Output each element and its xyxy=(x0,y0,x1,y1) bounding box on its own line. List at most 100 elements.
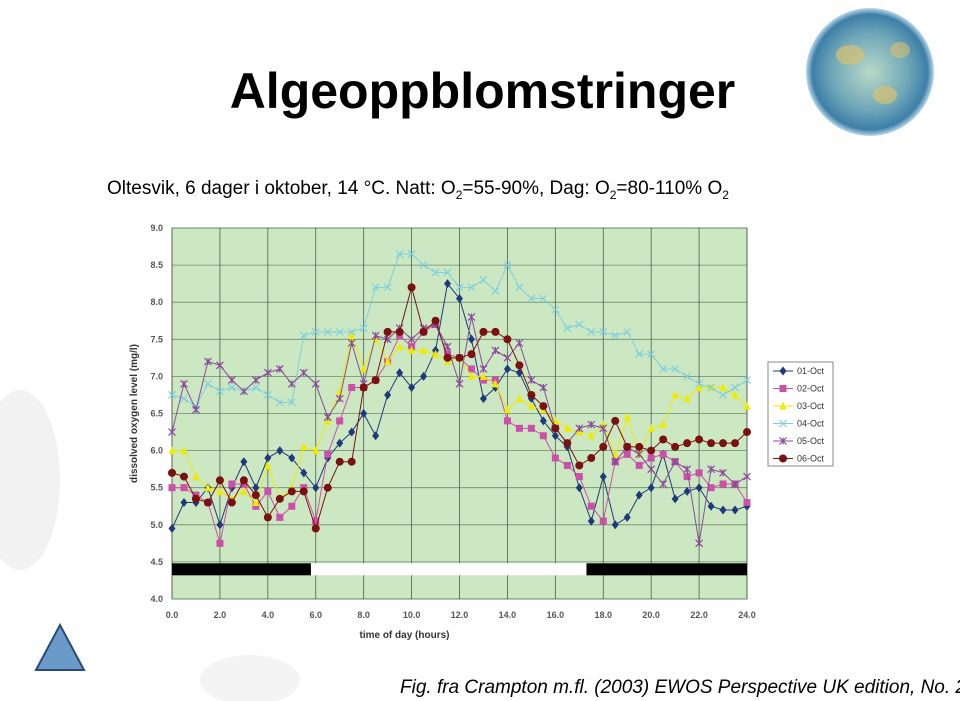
legend-item: 03-Oct xyxy=(773,401,825,411)
marker xyxy=(456,293,463,303)
marker xyxy=(659,435,668,444)
marker xyxy=(647,423,655,432)
x-tick-label: 4.0 xyxy=(262,610,275,620)
period-bar xyxy=(586,563,747,576)
marker xyxy=(275,398,284,407)
marker xyxy=(168,446,176,455)
slide-subtitle: Oltesvik, 6 dager i oktober, 14 °C. Natt… xyxy=(107,178,729,202)
marker xyxy=(299,487,308,496)
marker xyxy=(264,453,272,463)
marker xyxy=(312,517,320,525)
marker xyxy=(743,401,751,410)
marker xyxy=(539,416,547,426)
marker xyxy=(599,424,608,433)
x-tick-label: 16.0 xyxy=(547,610,565,620)
marker xyxy=(252,483,260,493)
marker xyxy=(467,283,476,292)
marker xyxy=(683,372,692,381)
marker xyxy=(263,368,272,377)
marker xyxy=(527,401,535,410)
slide-title: Algeoppblomstringer xyxy=(229,63,736,119)
marker xyxy=(359,324,368,333)
legend-item: 01-Oct xyxy=(773,366,825,376)
marker xyxy=(743,499,751,507)
marker xyxy=(719,391,727,399)
period-bar xyxy=(310,563,587,576)
marker xyxy=(311,379,320,388)
marker xyxy=(731,390,739,399)
marker xyxy=(252,498,260,507)
legend-label: 05-Oct xyxy=(797,436,825,446)
marker xyxy=(383,327,392,336)
marker xyxy=(299,331,308,340)
marker xyxy=(192,405,200,414)
marker xyxy=(467,371,475,380)
marker xyxy=(180,379,188,388)
marker xyxy=(599,327,608,336)
marker xyxy=(443,268,452,277)
marker xyxy=(731,439,740,448)
legend-marker xyxy=(779,437,787,445)
marker xyxy=(623,512,631,522)
x-tick-label: 18.0 xyxy=(594,610,612,620)
marker xyxy=(731,505,739,515)
marker xyxy=(611,520,619,530)
marker xyxy=(275,365,284,373)
marker xyxy=(180,394,188,403)
y-tick-label: 7.0 xyxy=(150,371,163,381)
x-axis-label: time of day (hours) xyxy=(359,630,449,641)
marker xyxy=(515,361,524,370)
marker xyxy=(539,294,548,303)
marker xyxy=(623,450,631,458)
marker xyxy=(671,442,680,451)
marker xyxy=(180,484,188,492)
marker xyxy=(587,454,596,463)
subscript: 2 xyxy=(455,187,463,202)
marker xyxy=(479,376,487,384)
marker xyxy=(408,383,416,393)
marker xyxy=(276,513,284,521)
marker xyxy=(179,472,188,481)
marker xyxy=(299,368,308,377)
marker xyxy=(323,483,332,492)
marker xyxy=(527,424,535,432)
marker xyxy=(719,439,728,448)
marker xyxy=(515,283,524,292)
marker xyxy=(347,339,356,347)
marker xyxy=(647,454,655,462)
marker xyxy=(168,524,176,534)
x-tick-label: 22.0 xyxy=(690,610,708,620)
marker xyxy=(707,383,715,392)
marker xyxy=(192,472,200,481)
marker xyxy=(216,486,224,495)
marker xyxy=(659,365,668,373)
x-tick-label: 14.0 xyxy=(499,610,517,620)
marker xyxy=(527,376,536,385)
marker xyxy=(491,379,499,388)
marker xyxy=(168,484,176,492)
marker xyxy=(251,376,260,385)
y-tick-label: 8.0 xyxy=(150,297,163,307)
subtitle-text: =80-110% O xyxy=(616,178,723,199)
y-tick-label: 5.0 xyxy=(150,520,163,530)
marker xyxy=(719,480,727,488)
subtitle-text: Oltesvik, 6 dager i oktober, 14 °C. Natt… xyxy=(107,178,456,199)
marker xyxy=(743,376,751,385)
marker xyxy=(311,524,320,533)
legend-label: 03-Oct xyxy=(797,401,825,411)
marker xyxy=(227,383,236,392)
marker xyxy=(288,453,296,463)
marker xyxy=(180,446,188,455)
marker xyxy=(359,383,368,392)
marker xyxy=(587,431,595,440)
marker xyxy=(623,327,632,336)
algae-cell xyxy=(836,45,864,65)
marker xyxy=(384,390,392,400)
marker xyxy=(575,473,583,481)
marker xyxy=(479,276,488,284)
marker xyxy=(455,379,464,388)
marker xyxy=(731,480,739,488)
marker xyxy=(204,483,212,492)
